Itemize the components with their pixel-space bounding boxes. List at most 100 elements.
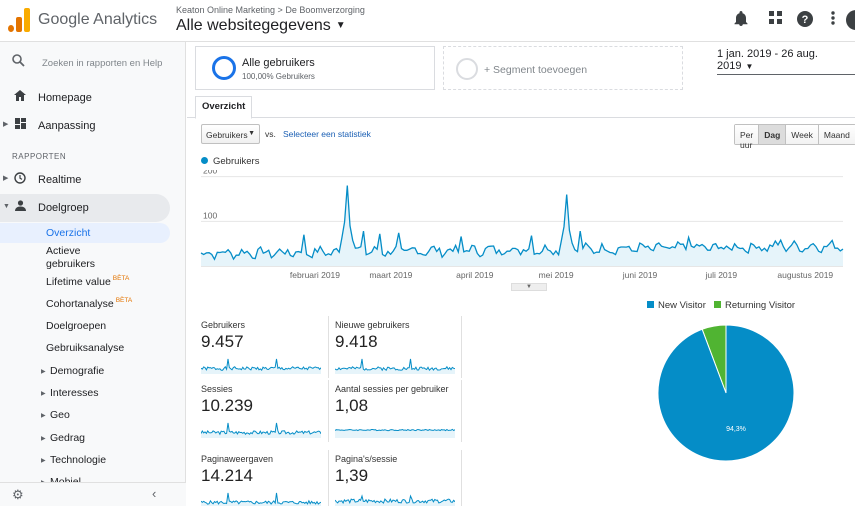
x-tick-label: maart 2019 bbox=[369, 270, 412, 280]
divider bbox=[328, 316, 329, 378]
divider bbox=[461, 450, 462, 506]
apps-grid-icon[interactable] bbox=[766, 11, 784, 29]
visitor-pie-chart[interactable]: 94,3% bbox=[655, 322, 797, 464]
metric-sessies[interactable]: Sessies 10.239 bbox=[201, 384, 323, 452]
sparkline-area bbox=[201, 493, 321, 506]
chart-legend: Gebruikers bbox=[201, 156, 259, 167]
metric-paginaweergaven[interactable]: Paginaweergaven 14.214 bbox=[201, 454, 323, 506]
sidebar-item-actieve-gebruikers[interactable]: Actieve gebruikers bbox=[46, 245, 96, 270]
segment-name: Alle gebruikers bbox=[242, 57, 315, 69]
sparkline-line bbox=[201, 422, 321, 436]
metric-select[interactable]: Gebruikers ▼ bbox=[201, 124, 260, 144]
sidebar-item-technologie[interactable]: ▶ Technologie bbox=[41, 454, 107, 466]
chevron-right-icon: ▶ bbox=[41, 369, 46, 375]
legend-swatch bbox=[647, 301, 654, 308]
segment-card-active[interactable]: Alle gebruikers 100,00% Gebruikers bbox=[195, 46, 435, 90]
tab-overzicht[interactable]: Overzicht bbox=[195, 96, 253, 119]
segment-percentage: 100,00% Gebruikers bbox=[242, 72, 315, 81]
metric-gebruikers[interactable]: Gebruikers 9.457 bbox=[201, 320, 323, 388]
period-dag-button[interactable]: Dag bbox=[758, 125, 786, 144]
sidebar-item-aanpassing[interactable]: ▶ Aanpassing bbox=[3, 118, 96, 132]
legend-dot bbox=[201, 157, 208, 164]
search-input[interactable]: Zoeken in rapporten en Help bbox=[42, 58, 163, 69]
chevron-right-icon: ▶ bbox=[41, 436, 46, 442]
section-label-rapporten: RAPPORTEN bbox=[12, 152, 67, 161]
sparkline-line bbox=[335, 358, 455, 372]
period-week-button[interactable]: Week bbox=[785, 125, 818, 144]
sparkline-area bbox=[201, 359, 321, 374]
x-tick-label: april 2019 bbox=[456, 270, 494, 280]
sidebar-footer: ⚙ ‹ bbox=[0, 482, 186, 506]
chevron-right-icon: ▶ bbox=[3, 121, 9, 128]
add-segment-button[interactable]: + Segment toevoegen bbox=[443, 46, 683, 90]
pie-slice-new-visitor[interactable] bbox=[657, 324, 795, 462]
sidebar-item-gebruiksanalyse[interactable]: Gebruiksanalyse bbox=[46, 342, 125, 354]
chart-resize-handle[interactable]: ▼ bbox=[511, 283, 547, 291]
sidebar-item-overzicht[interactable]: Overzicht bbox=[46, 227, 91, 239]
person-icon bbox=[13, 200, 27, 214]
sparkline-line bbox=[335, 494, 455, 504]
period-per-uur-button[interactable]: Per uur bbox=[735, 125, 759, 150]
caret-down-icon: ▼ bbox=[745, 62, 754, 71]
pie-legend-new-visitor[interactable]: New Visitor bbox=[647, 300, 706, 311]
sidebar-item-lifetime-value[interactable]: Lifetime value BÈTA bbox=[46, 275, 130, 288]
bell-icon[interactable] bbox=[732, 11, 750, 29]
account-breadcrumb[interactable]: Keaton Online Marketing > De Boomverzorg… bbox=[176, 5, 365, 15]
chevron-right-icon: ▶ bbox=[41, 391, 46, 397]
period-maand-button[interactable]: Maand bbox=[817, 125, 855, 144]
more-vert-icon[interactable] bbox=[824, 11, 842, 29]
metric-paginas-per-sessie[interactable]: Pagina's/sessie 1,39 bbox=[335, 454, 457, 506]
sidebar-item-doelgroep[interactable]: ▼ Doelgroep bbox=[3, 200, 89, 214]
search-icon bbox=[12, 54, 25, 71]
users-line-chart[interactable]: 100 200 februari 2019 maart 2019 april 2019 m… bbox=[187, 170, 855, 282]
segment-empty-ring-icon bbox=[456, 58, 478, 80]
sparkline-area bbox=[335, 429, 455, 438]
help-icon[interactable]: ? bbox=[796, 11, 814, 29]
sidebar-item-cohortanalyse[interactable]: Cohortanalyse BÈTA bbox=[46, 297, 133, 310]
sparkline bbox=[335, 358, 455, 374]
sparkline bbox=[335, 494, 455, 506]
tab-bar: Overzicht bbox=[187, 96, 855, 119]
select-statistic-link[interactable]: Selecteer een statistiek bbox=[283, 129, 371, 139]
property-selector[interactable]: Alle websitegegevens ▼ bbox=[176, 17, 346, 35]
date-range-picker[interactable]: 1 jan. 2019 - 26 aug. 2019 ▼ bbox=[717, 48, 855, 75]
sidebar-item-interesses[interactable]: ▶ Interesses bbox=[41, 387, 99, 399]
analytics-logo[interactable] bbox=[8, 8, 30, 32]
beta-badge: BÈTA bbox=[115, 297, 133, 304]
legend-label: Gebruikers bbox=[213, 156, 260, 167]
metric-nieuwe-gebruikers[interactable]: Nieuwe gebruikers 9.418 bbox=[335, 320, 457, 388]
sidebar-item-homepage[interactable]: Homepage bbox=[0, 86, 186, 110]
divider bbox=[328, 450, 329, 506]
sidebar-search[interactable]: Zoeken in rapporten en Help bbox=[0, 50, 186, 78]
sidebar-item-demografie[interactable]: ▶ Demografie bbox=[41, 365, 105, 377]
sidebar-item-doelgroepen[interactable]: Doelgroepen bbox=[46, 320, 107, 332]
sidebar-item-geo[interactable]: ▶ Geo bbox=[41, 409, 70, 421]
series-line bbox=[200, 185, 844, 261]
divider bbox=[328, 380, 329, 442]
sidebar-item-realtime[interactable]: ▶ Realtime bbox=[3, 172, 82, 187]
vs-label: vs. bbox=[265, 129, 276, 139]
y-tick-label: 100 bbox=[203, 210, 217, 220]
app-header: Google Analytics Keaton Online Marketing… bbox=[0, 0, 855, 42]
gear-icon[interactable]: ⚙ bbox=[12, 487, 24, 502]
sparkline-area bbox=[335, 359, 455, 374]
legend-swatch bbox=[714, 301, 721, 308]
collapse-sidebar-icon[interactable]: ‹ bbox=[152, 486, 157, 501]
chevron-right-icon: ▶ bbox=[41, 458, 46, 464]
sparkline bbox=[201, 422, 321, 438]
pie-legend-returning-visitor[interactable]: Returning Visitor bbox=[714, 300, 795, 311]
metric-sessies-per-gebruiker[interactable]: Aantal sessies per gebruiker 1,08 bbox=[335, 384, 457, 452]
main-content: Alle gebruikers 100,00% Gebruikers + Seg… bbox=[187, 42, 855, 506]
divider bbox=[461, 316, 462, 378]
chevron-down-icon: ▼ bbox=[3, 203, 10, 210]
clock-icon bbox=[13, 172, 27, 187]
x-tick-label: mei 2019 bbox=[539, 270, 574, 280]
brand-name: Google Analytics bbox=[38, 11, 158, 28]
sidebar-item-gedrag[interactable]: ▶ Gedrag bbox=[41, 432, 86, 444]
home-icon bbox=[13, 90, 27, 104]
beta-badge: BÈTA bbox=[112, 275, 130, 282]
series-area bbox=[201, 185, 843, 266]
avatar[interactable] bbox=[846, 10, 855, 30]
sidebar-active-highlight bbox=[0, 223, 170, 243]
sparkline-line bbox=[201, 492, 321, 505]
